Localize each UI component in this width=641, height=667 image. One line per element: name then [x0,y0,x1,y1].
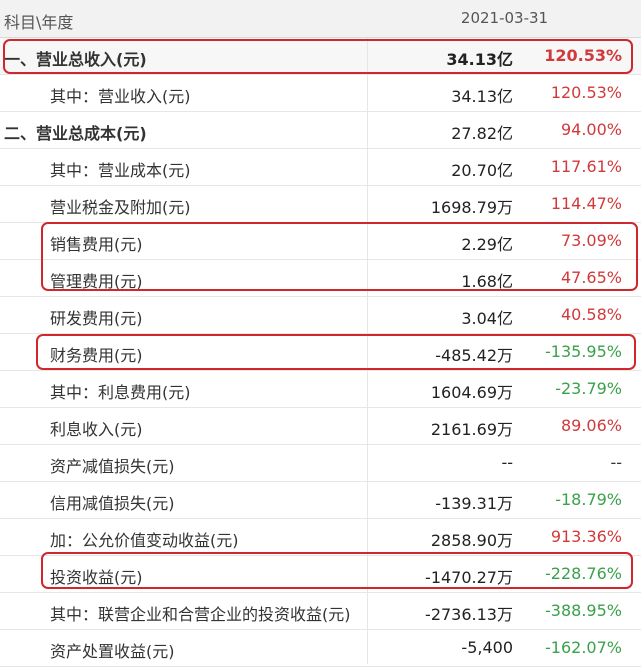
row-label: 资产处置收益(元) [50,642,175,661]
row-value: 1.68亿 [461,272,513,291]
row-value: 2858.90万 [430,531,513,550]
row-label: 营业税金及附加(元) [50,198,191,217]
row-value: -485.42万 [435,346,513,365]
row-yoy-change: 94.00% [560,120,622,139]
row-label: 一、营业总收入(元) [4,50,147,69]
row-value: 34.13亿 [451,87,513,106]
row-yoy-change: -162.07% [545,638,622,657]
table-header: 科目\年度 2021-03-31 [0,0,641,38]
row-label: 投资收益(元) [50,568,143,587]
row-value: 3.04亿 [461,309,513,328]
subject-column-header: 科目\年度 [4,13,74,32]
table-row: 投资收益(元) -1470.27万 -228.76% [0,556,641,593]
table-row: 加：公允价值变动收益(元) 2858.90万 913.36% [0,519,641,556]
row-label: 其中：利息费用(元) [50,383,191,402]
row-yoy-change: 47.65% [560,268,622,287]
row-label: 二、营业总成本(元) [4,124,147,143]
row-value: 34.13亿 [446,50,513,69]
row-yoy-change: 73.09% [560,231,622,250]
row-value: 1698.79万 [430,198,513,217]
row-label: 财务费用(元) [50,346,143,365]
table-row: 二、营业总成本(元) 27.82亿 94.00% [0,112,641,149]
row-label: 信用减值损失(元) [50,494,175,513]
row-yoy-change: 120.53% [544,46,622,65]
row-value: 1604.69万 [430,383,513,402]
row-yoy-change: -388.95% [545,601,622,620]
row-value: 27.82亿 [451,124,513,143]
row-value: -2736.13万 [425,605,513,624]
table-row: 一、营业总收入(元) 34.13亿 120.53% [0,38,641,75]
table-row: 营业税金及附加(元) 1698.79万 114.47% [0,186,641,223]
row-value: 20.70亿 [451,161,513,180]
table-row: 资产处置收益(元) -5,400 -162.07% [0,630,641,667]
table-row: 销售费用(元) 2.29亿 73.09% [0,223,641,260]
column-divider [367,38,368,664]
row-yoy-change: -228.76% [545,564,622,583]
row-yoy-change: -- [610,453,622,472]
row-yoy-change: 913.36% [550,527,622,546]
row-yoy-change: 120.53% [550,83,622,102]
row-yoy-change: 89.06% [560,416,622,435]
row-value: -- [501,453,513,472]
table-row: 研发费用(元) 3.04亿 40.58% [0,297,641,334]
row-value: 2161.69万 [430,420,513,439]
row-yoy-change: -23.79% [555,379,622,398]
row-yoy-change: -18.79% [555,490,622,509]
row-label: 资产减值损失(元) [50,457,175,476]
table-row: 财务费用(元) -485.42万 -135.95% [0,334,641,371]
row-yoy-change: 40.58% [560,305,622,324]
row-value: 2.29亿 [461,235,513,254]
table-row: 其中：利息费用(元) 1604.69万 -23.79% [0,371,641,408]
row-value: -5,400 [461,638,513,657]
row-label: 加：公允价值变动收益(元) [50,531,239,550]
row-label: 其中：联营企业和合营企业的投资收益(元) [50,605,351,624]
row-value: -1470.27万 [425,568,513,587]
row-yoy-change: -135.95% [545,342,622,361]
row-label: 其中：营业收入(元) [50,87,191,106]
table-row: 信用减值损失(元) -139.31万 -18.79% [0,482,641,519]
row-value: -139.31万 [435,494,513,513]
table-row: 其中：营业成本(元) 20.70亿 117.61% [0,149,641,186]
table-row: 其中：营业收入(元) 34.13亿 120.53% [0,75,641,112]
date-column-header: 2021-03-31 [460,9,549,27]
row-label: 管理费用(元) [50,272,143,291]
row-label: 研发费用(元) [50,309,143,328]
table-row: 管理费用(元) 1.68亿 47.65% [0,260,641,297]
table-row: 资产减值损失(元) -- -- [0,445,641,482]
row-label: 其中：营业成本(元) [50,161,191,180]
table-row: 其中：联营企业和合营企业的投资收益(元) -2736.13万 -388.95% [0,593,641,630]
row-yoy-change: 114.47% [550,194,622,213]
row-label: 利息收入(元) [50,420,143,439]
table-row: 利息收入(元) 2161.69万 89.06% [0,408,641,445]
row-yoy-change: 117.61% [550,157,622,176]
row-label: 销售费用(元) [50,235,143,254]
